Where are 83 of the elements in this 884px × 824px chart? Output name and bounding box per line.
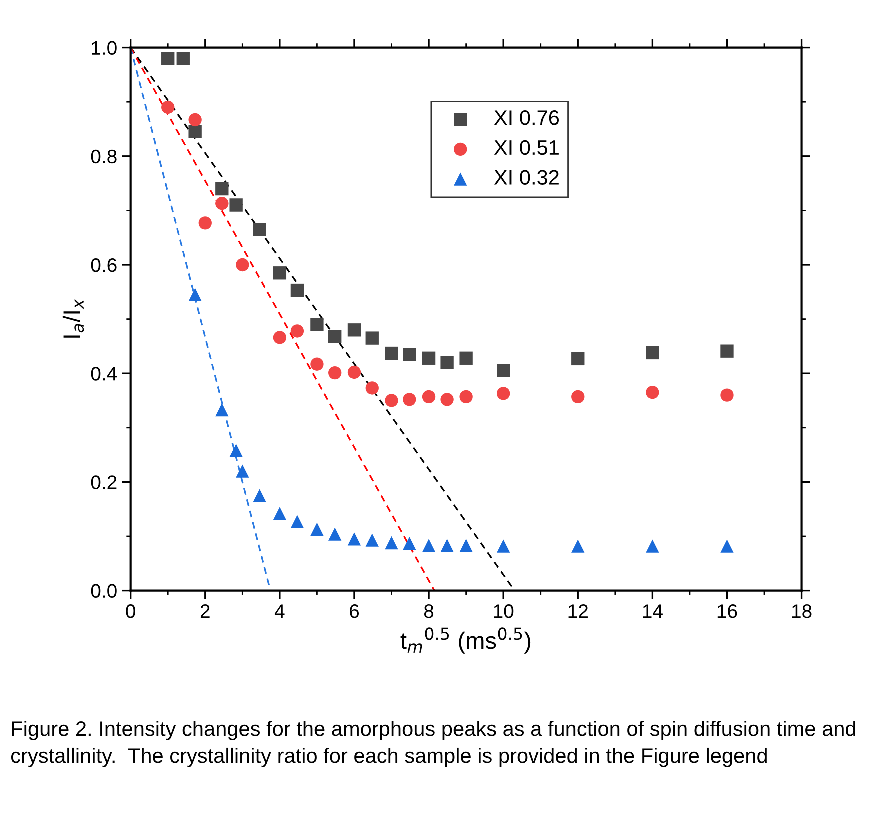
x-tick-label: 10 [494, 604, 514, 618]
point [328, 330, 342, 344]
point [290, 515, 304, 528]
y-tick-label: 0.8 [91, 150, 117, 164]
point [236, 464, 250, 478]
point [403, 348, 416, 362]
point [348, 366, 362, 380]
point [646, 386, 660, 400]
point [236, 258, 250, 272]
point [348, 324, 362, 337]
point [720, 344, 734, 358]
point [440, 393, 454, 406]
point [572, 390, 585, 404]
y-tick-label: 0.6 [91, 258, 117, 272]
point [230, 444, 243, 458]
point [572, 540, 585, 553]
x-axis-title: t$_{m}$$^{0.5}$ (ms$^{0.5}$) [400, 628, 531, 654]
point [403, 536, 416, 550]
y-tick-label: 0.0 [91, 584, 117, 598]
point [422, 390, 436, 404]
point [366, 382, 379, 395]
point [290, 284, 304, 298]
y-tick-label: 1.0 [92, 41, 117, 56]
point [273, 507, 287, 520]
x-tick-label: 16 [718, 604, 738, 618]
x-tick-label: 18 [792, 604, 812, 618]
point [328, 528, 342, 541]
point [273, 331, 287, 344]
point [422, 539, 436, 552]
point [253, 223, 266, 236]
legend-label: XI 0.76 [494, 110, 560, 126]
y-axis-title: I$_{a}$/I$_{x}$ [62, 299, 84, 338]
point [440, 356, 454, 370]
caption: Figure 2. Intensity changes for the amorphous peaks as a function of spin diffusion time and crystallinity. The crystallinity ratio for each sample is provided in the Figure legend [11, 721, 856, 768]
point [720, 388, 734, 402]
x-tick-label: 2 [200, 604, 210, 618]
x-tick-label: 12 [568, 604, 588, 618]
legend-label: XI 0.51 [494, 140, 559, 156]
point [460, 352, 473, 365]
point [216, 403, 229, 417]
x-tick-label: 4 [274, 604, 285, 618]
point [720, 540, 734, 553]
point [188, 288, 202, 302]
point [366, 534, 379, 547]
point [460, 390, 473, 404]
x-tick-label: 8 [424, 604, 434, 618]
point [176, 52, 190, 66]
point [310, 522, 324, 536]
point [273, 266, 287, 280]
point [216, 182, 229, 196]
point [385, 346, 398, 360]
point [310, 318, 324, 332]
point [348, 532, 362, 546]
point [572, 352, 585, 366]
point [162, 52, 175, 66]
point [188, 125, 202, 139]
point [366, 332, 379, 345]
x-tick-label: 0 [126, 604, 136, 618]
point [496, 364, 510, 378]
point [496, 387, 510, 400]
y-tick-label: 0.2 [91, 476, 117, 490]
point [646, 540, 660, 553]
point [290, 324, 304, 338]
point [403, 393, 416, 406]
x-tick-label: 14 [643, 604, 663, 618]
y-tick-label: 0.4 [91, 367, 118, 381]
point [310, 358, 324, 371]
point [162, 100, 175, 114]
point [230, 198, 243, 212]
point [440, 539, 454, 552]
point [646, 346, 660, 360]
point [385, 394, 398, 408]
point [216, 197, 229, 210]
x-tick-label: 6 [350, 604, 360, 618]
legend-label: XI 0.32 [494, 170, 559, 185]
point [328, 366, 342, 380]
point [460, 539, 473, 552]
point [188, 113, 202, 127]
point [422, 352, 436, 365]
point [496, 540, 510, 553]
point [253, 489, 266, 502]
point [198, 216, 212, 230]
point [385, 536, 398, 550]
